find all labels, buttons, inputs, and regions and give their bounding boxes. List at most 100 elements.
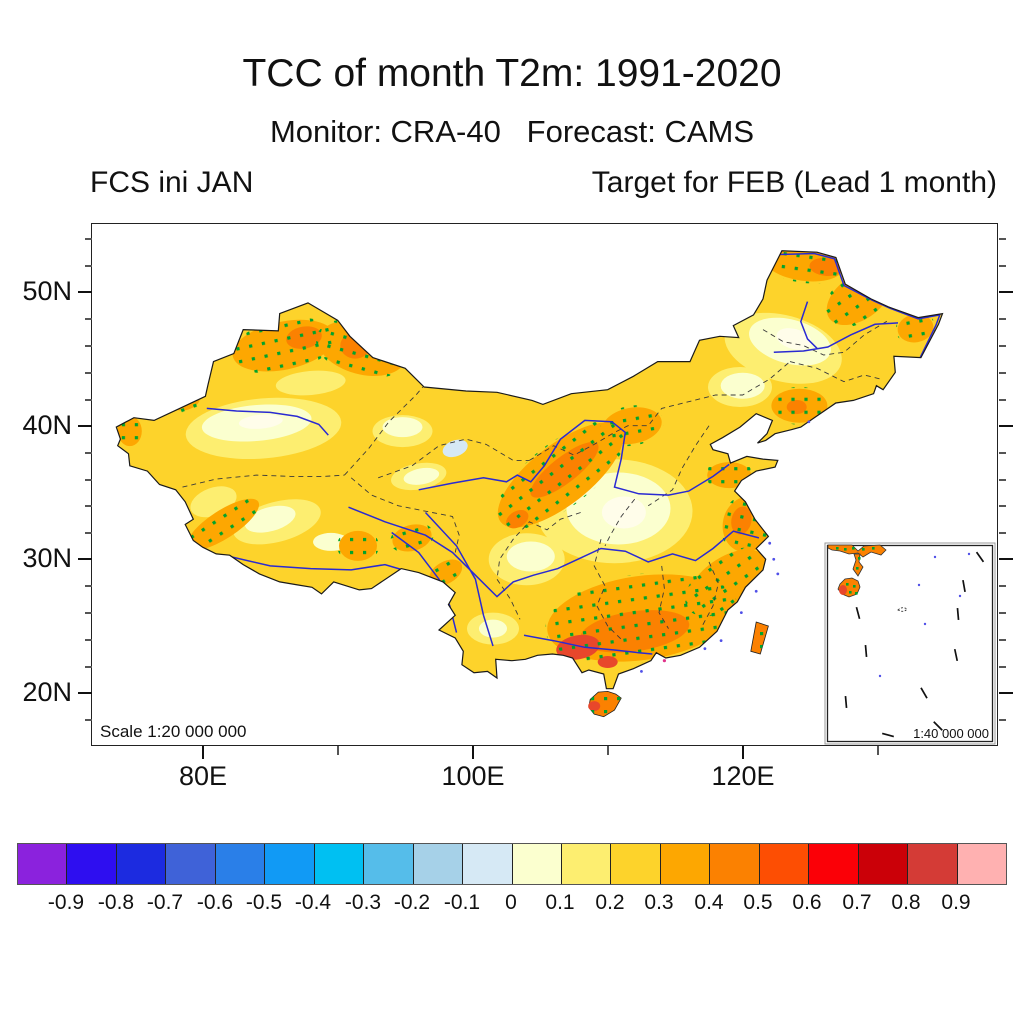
x-axis-tick-label: 120E — [711, 761, 775, 791]
colorbar-cell — [265, 844, 315, 884]
map-scale-label: Scale 1:20 000 000 — [100, 722, 247, 741]
y-axis-minor-tick — [85, 505, 92, 507]
coast-islet-speck — [772, 557, 776, 561]
nine-dash-segment — [962, 579, 966, 593]
y-axis-minor-tick — [85, 238, 92, 240]
colorbar-cell — [611, 844, 661, 884]
y-axis-minor-tick-right — [999, 719, 1006, 721]
nine-dash-segment — [844, 695, 848, 709]
colorbar-tick-label: 0.6 — [792, 891, 822, 914]
colorbar-cell — [759, 844, 810, 884]
south-china-sea-inset: 1:40 000 000 — [824, 542, 996, 745]
colorbar-cell — [957, 844, 1007, 884]
x-axis-tick-label: 100E — [441, 761, 505, 791]
colorbar-tick-label: 0.7 — [842, 891, 872, 914]
colorbar-tick-label: 0.4 — [694, 891, 724, 914]
y-axis-minor-tick-right — [999, 585, 1006, 587]
nine-dash-segment — [881, 732, 895, 738]
colorbar-cell — [710, 844, 760, 884]
colorbar-tick-label: 0.8 — [891, 891, 921, 914]
coast-islet-speck — [640, 669, 643, 673]
y-axis-minor-tick-right — [999, 479, 1006, 481]
y-axis-major-tick — [78, 425, 92, 427]
x-axis-minor-tick — [337, 746, 339, 755]
coast-islet-speck — [768, 541, 772, 545]
y-axis-major-tick — [78, 291, 92, 293]
inset-scale-label: 1:40 000 000 — [913, 726, 989, 741]
x-axis-minor-tick — [877, 746, 879, 755]
coast-islet-speck — [754, 589, 758, 593]
coast-islet-speck — [662, 659, 667, 663]
y-axis-major-tick — [78, 692, 92, 694]
colorbar-tick-label: 0.1 — [545, 891, 575, 914]
nine-dash-segment — [855, 606, 861, 620]
y-axis-tick-label: 20N — [22, 677, 72, 707]
y-axis-major-tick-right — [999, 692, 1013, 694]
y-axis-minor-tick-right — [999, 612, 1006, 614]
colorbar — [17, 843, 1007, 885]
colorbar-cell — [166, 844, 216, 884]
y-axis-minor-tick-right — [999, 399, 1006, 401]
colorbar-tick-label: -0.1 — [443, 891, 481, 914]
x-axis-minor-tick — [607, 746, 609, 755]
colorbar-tick-label: -0.6 — [196, 891, 234, 914]
x-axis-major-tick — [202, 746, 204, 759]
colorbar-tick-label: 0.2 — [595, 891, 625, 914]
y-axis-minor-tick-right — [999, 532, 1006, 534]
y-axis-minor-tick-right — [999, 452, 1006, 454]
colorbar-tick-label: -0.9 — [47, 891, 85, 914]
colorbar-tick-label: -0.3 — [344, 891, 382, 914]
map-panel: 1:40 000 000 Scale 1:20 000 000 — [91, 223, 998, 746]
y-axis-minor-tick-right — [999, 318, 1006, 320]
colorbar-tick-label: -0.2 — [393, 891, 431, 914]
china-tcc-map: 1:40 000 000 — [115, 250, 996, 745]
y-axis-minor-tick-right — [999, 372, 1006, 374]
coast-islet-speck — [703, 647, 707, 651]
y-axis-major-tick-right — [999, 291, 1013, 293]
colorbar-cell — [561, 844, 612, 884]
colorbar-cell — [809, 844, 859, 884]
china-shading — [116, 250, 943, 689]
y-axis-minor-tick-right — [999, 238, 1006, 240]
y-axis-minor-tick-right — [999, 505, 1006, 507]
y-axis-minor-tick — [85, 585, 92, 587]
y-axis-major-tick-right — [999, 558, 1013, 560]
nine-dash-segment — [975, 551, 985, 563]
y-axis-major-tick — [78, 558, 92, 560]
nine-dash-segment — [953, 648, 959, 662]
y-axis-minor-tick-right — [999, 265, 1006, 267]
y-axis-minor-tick — [85, 345, 92, 347]
y-axis-tick-label: 40N — [22, 410, 72, 440]
y-axis-minor-tick — [85, 612, 92, 614]
y-axis-major-tick-right — [999, 425, 1013, 427]
colorbar-cell — [858, 844, 909, 884]
colorbar-tick-label: 0.3 — [644, 891, 674, 914]
figure-title: TCC of month T2m: 1991-2020 — [242, 52, 782, 95]
colorbar-cell — [463, 844, 513, 884]
colorbar-cell — [413, 844, 464, 884]
y-axis-minor-tick — [85, 265, 92, 267]
figure-subtitle: Monitor: CRA-40 Forecast: CAMS — [269, 114, 755, 149]
y-axis-minor-tick — [85, 399, 92, 401]
colorbar-tick-label: 0.9 — [941, 891, 971, 914]
y-axis-minor-tick-right — [999, 639, 1006, 641]
y-axis-minor-tick — [85, 372, 92, 374]
colorbar-cell — [18, 844, 68, 884]
y-axis-minor-tick — [85, 318, 92, 320]
forecast-init-label: FCS ini JAN — [90, 166, 254, 199]
colorbar-tick-label: -0.7 — [146, 891, 184, 914]
colorbar-cell — [67, 844, 117, 884]
x-axis-tick-label: 80E — [178, 761, 228, 791]
colorbar-tick-label: -0.5 — [245, 891, 283, 914]
y-axis-minor-tick — [85, 719, 92, 721]
colorbar-cell — [215, 844, 266, 884]
y-axis-minor-tick — [85, 452, 92, 454]
nine-dash-segment — [933, 721, 943, 731]
coast-islet-speck — [807, 420, 811, 424]
colorbar-cell — [314, 844, 365, 884]
y-axis-minor-tick — [85, 532, 92, 534]
y-axis-tick-label: 50N — [22, 276, 72, 306]
colorbar-cell — [660, 844, 711, 884]
taiwan-island — [750, 621, 769, 655]
